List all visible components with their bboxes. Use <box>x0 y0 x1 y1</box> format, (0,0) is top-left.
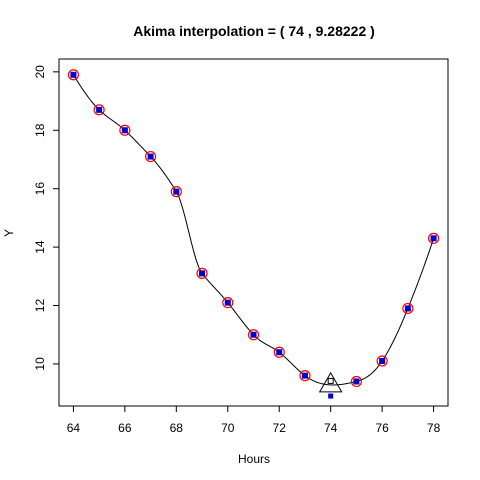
x-axis-label: Hours <box>238 452 270 466</box>
y-tick-label: 20 <box>33 65 47 79</box>
data-point-ring <box>67 69 80 81</box>
x-tick-label: 64 <box>67 421 81 435</box>
x-tick-label: 70 <box>221 421 235 435</box>
data-point <box>70 71 77 78</box>
data-point-ring <box>119 124 131 136</box>
data-point-ring <box>196 267 208 279</box>
data-point-ring <box>376 355 388 367</box>
x-tick-label: 66 <box>118 421 132 435</box>
y-tick-label: 14 <box>33 240 47 254</box>
excluded-point <box>328 393 334 399</box>
data-point <box>353 378 360 385</box>
data-point-ring <box>350 375 363 388</box>
y-tick-label: 12 <box>33 299 47 313</box>
data-point <box>147 153 154 160</box>
interpolated-point-group <box>318 371 343 393</box>
chart-title: Akima interpolation = ( 74 , 9.28222 ) <box>133 23 375 39</box>
x-tick-label: 76 <box>375 421 389 435</box>
interpolated-square-marker <box>327 377 334 384</box>
y-axis: 10 12 14 16 18 20 <box>33 65 59 371</box>
data-point <box>96 106 103 113</box>
data-point-ring <box>222 297 234 309</box>
x-tick-label: 74 <box>324 421 338 435</box>
data-point <box>404 305 411 312</box>
x-axis: 64 66 68 70 72 74 76 78 <box>67 406 441 435</box>
data-point <box>379 358 386 365</box>
interpolation-curve <box>72 74 435 386</box>
data-point <box>173 188 180 195</box>
y-axis-label: Y <box>2 229 16 237</box>
y-tick-label: 10 <box>33 357 47 371</box>
interpolated-triangle-marker <box>318 371 343 393</box>
data-point-ring <box>402 302 414 315</box>
data-points <box>67 69 440 399</box>
data-point <box>276 349 283 356</box>
data-point-ring <box>299 370 311 382</box>
y-tick-label: 16 <box>33 182 47 196</box>
data-point <box>250 331 257 338</box>
data-point <box>301 372 308 379</box>
x-tick-label: 78 <box>427 421 441 435</box>
data-point-ring <box>273 346 285 358</box>
data-point <box>224 299 231 306</box>
data-point <box>430 235 437 242</box>
data-point-ring <box>170 186 182 198</box>
data-point <box>121 127 128 134</box>
data-point-ring <box>93 104 105 116</box>
plot-frame <box>58 58 449 407</box>
x-tick-label: 72 <box>273 421 287 435</box>
data-point-ring <box>427 232 440 244</box>
x-tick-label: 68 <box>170 421 184 435</box>
data-point <box>199 270 206 277</box>
data-point-ring <box>144 150 157 163</box>
y-tick-label: 18 <box>33 123 47 137</box>
data-point-ring <box>247 329 260 341</box>
